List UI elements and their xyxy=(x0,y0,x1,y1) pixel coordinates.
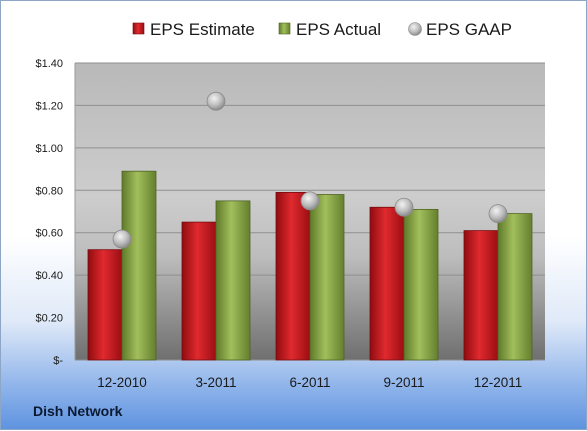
y-tick-label: $1.00 xyxy=(35,143,63,155)
x-tick-label: 9-2011 xyxy=(383,375,424,390)
gaap-point xyxy=(206,91,226,111)
legend-label: EPS Estimate xyxy=(150,20,255,39)
y-tick-label: $0.80 xyxy=(35,185,63,197)
gaap-point xyxy=(394,197,414,217)
x-axis: 12-2010 3-2011 6-2011 9-2011 12-2011 xyxy=(97,375,522,390)
y-tick-label: $- xyxy=(53,355,63,367)
legend: EPS Estimate EPS Actual EPS GAAP xyxy=(132,20,512,39)
x-tick-label: 3-2011 xyxy=(195,375,236,390)
company-name: Dish Network xyxy=(33,403,123,419)
actual-bar xyxy=(309,194,345,361)
legend-label: EPS Actual xyxy=(296,20,381,39)
x-tick-label: 12-2010 xyxy=(97,375,147,390)
y-tick-label: $0.60 xyxy=(35,228,63,240)
bars xyxy=(87,170,533,361)
y-tick-label: $1.20 xyxy=(35,100,63,112)
x-tick-label: 12-2011 xyxy=(474,375,523,390)
legend-swatch xyxy=(132,22,145,35)
y-axis: $1.40 $1.20 $1.00 $0.80 $0.60 $0.40 $0.20 $- xyxy=(35,58,76,367)
actual-bar xyxy=(497,213,533,361)
legend-swatch xyxy=(278,22,291,35)
estimate-bar xyxy=(87,249,123,361)
actual-bar xyxy=(403,208,439,361)
y-tick-label: $0.40 xyxy=(35,270,63,282)
estimate-bar xyxy=(369,206,405,361)
estimate-bar xyxy=(181,221,217,361)
y-tick-label: $1.40 xyxy=(35,58,63,70)
actual-bar xyxy=(121,170,157,361)
y-tick-label: $0.20 xyxy=(35,313,63,325)
estimate-bar xyxy=(463,230,499,361)
actual-bar xyxy=(215,200,251,361)
gaap-points xyxy=(112,91,508,249)
legend-label: EPS GAAP xyxy=(426,20,512,39)
gaap-point xyxy=(300,191,320,211)
gaap-point xyxy=(112,229,132,249)
gaap-point xyxy=(488,204,508,224)
x-tick-label: 6-2011 xyxy=(289,375,330,390)
legend-swatch xyxy=(408,22,422,36)
estimate-bar xyxy=(275,192,311,361)
